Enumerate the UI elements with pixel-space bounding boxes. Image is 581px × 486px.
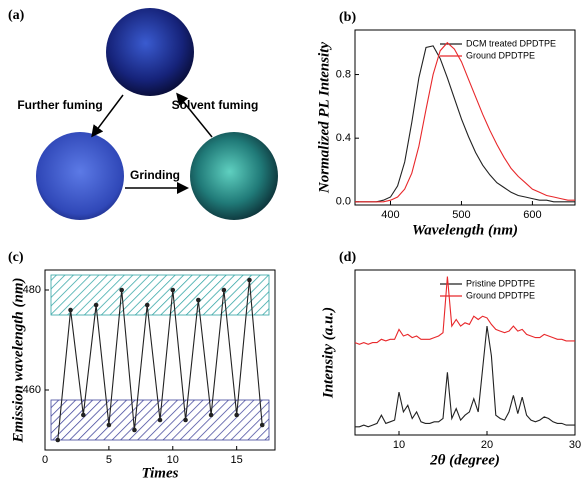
x-tick-label: 15 [231, 454, 243, 466]
point [208, 412, 214, 418]
point [144, 302, 150, 308]
x-tick-label: 10 [393, 439, 405, 451]
y-tick-label: 0.8 [336, 68, 351, 80]
y-tick-label: 460 [23, 384, 41, 396]
point [93, 302, 99, 308]
x-axis-label: Times [142, 465, 179, 481]
x-tick-label: 10 [167, 454, 179, 466]
point [68, 307, 73, 313]
x-tick-label: 0 [42, 454, 48, 466]
panel-label: (c) [8, 250, 24, 265]
panel-label: (d) [339, 250, 356, 265]
point [259, 422, 265, 428]
x-tick-label: 500 [452, 209, 470, 221]
point [81, 412, 86, 418]
legend-label: Ground DPDTPE [466, 290, 535, 300]
x-tick-label: 30 [569, 439, 581, 451]
plot-frame [354, 29, 576, 206]
x-tick-label: 400 [381, 209, 399, 221]
y-axis-label: Intensity (a.u.) [320, 307, 336, 399]
legend-label: DCM treated DPDTPE [466, 38, 556, 48]
series-line [355, 45, 575, 203]
arrow-label: Solvent fuming [172, 98, 259, 112]
sample-photo [190, 132, 278, 220]
arrow [176, 92, 213, 138]
panel-label: (a) [8, 8, 25, 23]
point [132, 427, 137, 433]
arrow [91, 94, 124, 138]
point [119, 287, 124, 293]
point [196, 297, 201, 303]
y-tick-label: 0.4 [336, 132, 351, 144]
series-line [355, 41, 575, 203]
point [247, 277, 252, 283]
point [106, 422, 112, 428]
x-tick-label: 5 [106, 454, 112, 466]
point [170, 287, 176, 293]
plot-frame [44, 269, 276, 451]
x-tick-label: 600 [523, 209, 541, 221]
plot-frame [354, 269, 576, 436]
panel-label: (b) [339, 10, 356, 25]
y-tick-label: 0.0 [336, 196, 351, 208]
point [234, 412, 239, 418]
y-axis-label: Emission wavelength (nm) [10, 277, 26, 443]
point [157, 417, 163, 423]
sample-photo [36, 132, 124, 220]
point [55, 437, 61, 443]
series-line [355, 326, 575, 428]
series-line [354, 276, 575, 345]
arrow-label: Grinding [130, 168, 180, 182]
x-tick-label: 20 [481, 439, 493, 451]
band [50, 274, 270, 316]
y-tick-label: 480 [23, 284, 41, 296]
legend-label: Pristine DPDTPE [466, 278, 535, 288]
legend-label: Ground DPDTPE [466, 50, 535, 60]
arrow-label: Further fuming [17, 98, 102, 112]
point [221, 287, 227, 293]
x-axis-label: 2θ (degree) [429, 452, 500, 468]
x-axis-label: Wavelength (nm) [412, 222, 518, 238]
sample-photo [106, 8, 194, 96]
y-axis-label: Normalized PL Intensity [316, 42, 332, 194]
point [183, 417, 188, 423]
panel-a: (a) Further fuming Solvent fuming Grindi… [8, 8, 278, 220]
